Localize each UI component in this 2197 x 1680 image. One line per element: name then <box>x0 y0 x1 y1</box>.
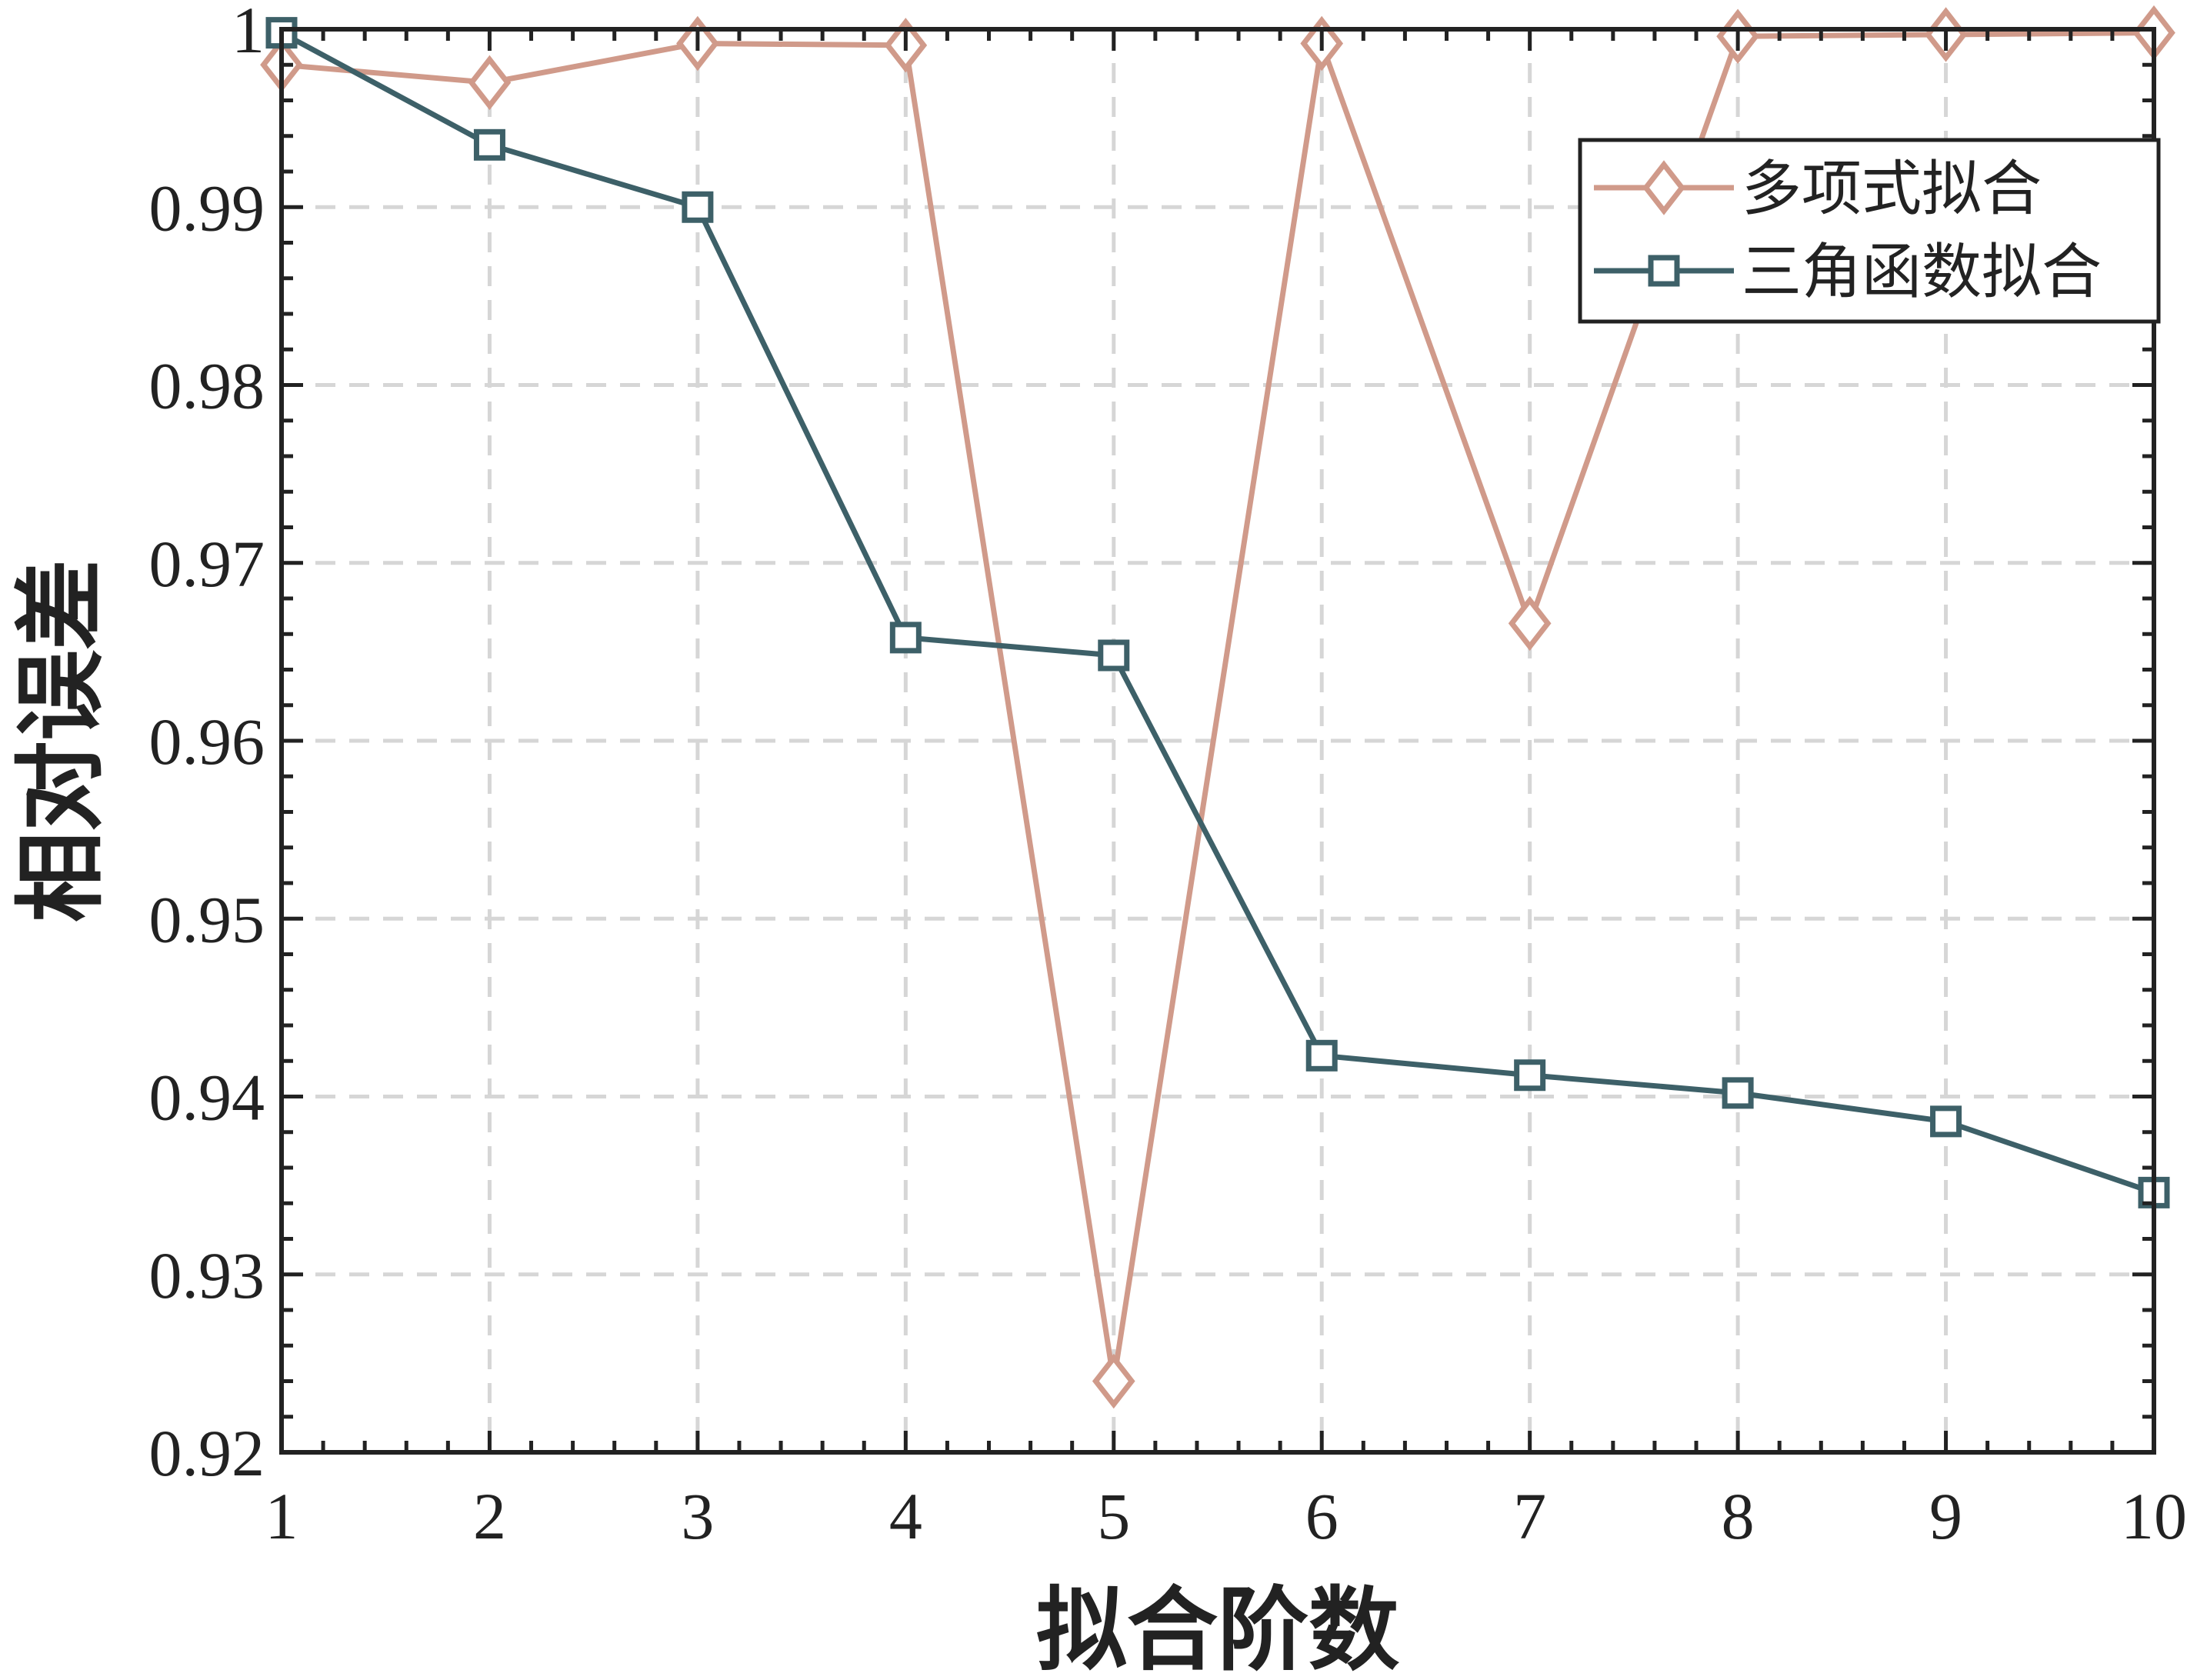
legend-box <box>1578 138 2161 324</box>
series-line <box>281 30 2155 1384</box>
y-tick-label: 0.99 <box>149 171 265 245</box>
y-tick-label: 0.97 <box>149 527 265 601</box>
legend-marker <box>1642 160 1685 215</box>
legend-label: 三角函数拟合 <box>1742 238 2102 307</box>
data-point <box>1930 1105 1962 1138</box>
y-tick-label: 0.95 <box>149 882 265 956</box>
data-point <box>468 55 512 111</box>
series-line <box>280 30 2155 1195</box>
x-tick-label: 10 <box>2121 1479 2187 1553</box>
tick-marks <box>279 27 2156 1455</box>
x-tick-label: 3 <box>681 1479 714 1553</box>
x-tick-label: 8 <box>1722 1479 1755 1553</box>
legend-marker <box>1648 255 1680 287</box>
data-point <box>473 128 505 161</box>
data-point <box>889 622 922 654</box>
y-tick-label: 0.96 <box>149 705 265 778</box>
data-point <box>1514 1059 1546 1092</box>
x-tick-label: 4 <box>889 1479 922 1553</box>
y-tick-label: 0.94 <box>149 1061 265 1135</box>
data-point <box>682 191 714 223</box>
x-tick-label: 9 <box>1929 1479 1962 1553</box>
x-tick-labels: 1 2 3 4 5 6 7 8 9 10 <box>265 1479 2188 1553</box>
x-tick-label: 1 <box>265 1479 298 1553</box>
legend-item: 多项式拟合 <box>1594 155 2042 224</box>
x-tick-label: 6 <box>1305 1479 1339 1553</box>
data-point <box>1098 639 1130 672</box>
y-tick-labels: 0.92 0.93 0.94 0.95 0.96 0.97 0.98 0.99 1 <box>149 0 265 1490</box>
data-point <box>1722 1077 1754 1109</box>
x-axis-title: 拟合阶数 <box>1036 1577 1399 1680</box>
data-point <box>1508 595 1552 652</box>
x-tick-label: 2 <box>473 1479 506 1553</box>
y-tick-label: 0.98 <box>149 349 265 423</box>
y-tick-label: 0.93 <box>149 1238 265 1312</box>
y-tick-label: 1 <box>232 0 265 67</box>
data-point <box>1092 1353 1135 1409</box>
y-tick-label: 0.92 <box>149 1416 265 1490</box>
x-tick-label: 7 <box>1513 1479 1546 1553</box>
x-tick-label: 5 <box>1097 1479 1130 1553</box>
y-axis-title: 相对误差 <box>8 559 114 922</box>
legend-label: 多项式拟合 <box>1742 155 2042 224</box>
data-point <box>1305 1039 1338 1072</box>
legend-item: 三角函数拟合 <box>1594 238 2102 307</box>
